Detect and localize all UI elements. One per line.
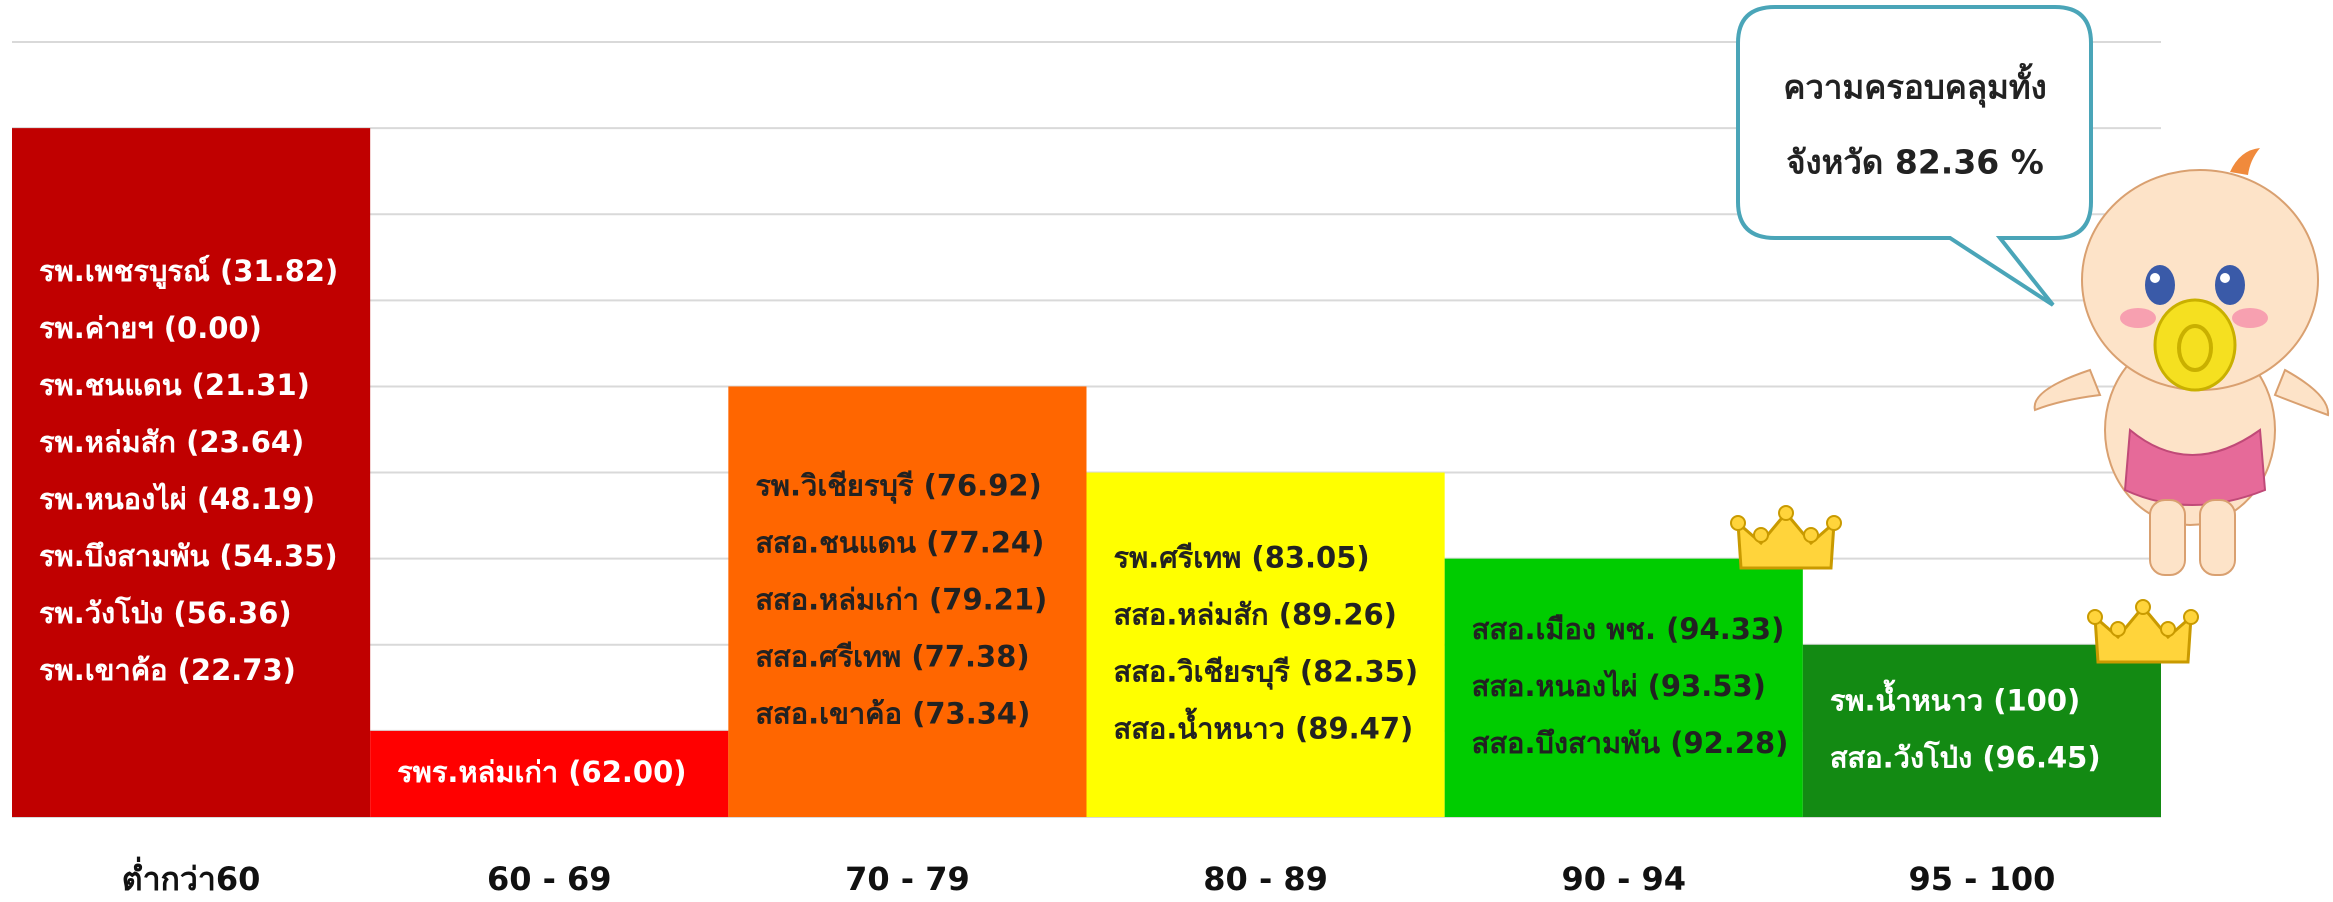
x-tick-label: 90 - 94 (1561, 860, 1686, 898)
bar-label: รพ.เขาค้อ (22.73) (39, 653, 296, 687)
bar-label: สสอ.หล่มเก่า (79.21) (755, 583, 1047, 617)
bar-label: สสอ.ชนแดน (77.24) (755, 526, 1044, 560)
crown-icon (1731, 506, 1841, 568)
x-tick-label: 80 - 89 (1203, 860, 1328, 898)
crown-jewel (1827, 516, 1841, 530)
crown-jewel (1804, 528, 1818, 542)
bar (12, 128, 370, 817)
bar-label: สสอ.น้ำหนาว (89.47) (1114, 706, 1414, 745)
bar-label: สสอ.หนองไผ่ (93.53) (1472, 669, 1766, 703)
crown-jewel (2111, 622, 2125, 636)
crown-jewel (2088, 610, 2102, 624)
bar-label: รพ.วิเชียรบุรี (76.92) (755, 469, 1041, 504)
crown-jewel (2136, 600, 2150, 614)
crown-jewel (1754, 528, 1768, 542)
crown-jewel (2184, 610, 2198, 624)
bar-label: รพ.หล่มสัก (23.64) (39, 425, 304, 459)
bar-label: สสอ.ศรีเทพ (77.38) (755, 640, 1029, 674)
crown-jewel (1731, 516, 1745, 530)
bar-label: สสอ.เมือง พช. (94.33) (1472, 612, 1785, 646)
bar (1087, 473, 1445, 817)
bar-label: รพ.ศรีเทพ (83.05) (1114, 540, 1370, 574)
bar-label: รพ.เพชรบูรณ์ (31.82) (39, 254, 338, 289)
callout: ความครอบคลุมทั้ง จังหวัด 82.36 % (1738, 7, 2091, 305)
bar-label: รพร.หล่มเก่า (62.00) (397, 755, 686, 789)
crown-jewel (2161, 622, 2175, 636)
chart: รพ.เพชรบูรณ์ (31.82) รพ.ค่ายฯ (0.00) รพ.ชน… (0, 0, 2333, 902)
bar-label: สสอ.วังโป่ง (96.45) (1830, 739, 2101, 774)
crown-jewel (1779, 506, 1793, 520)
bar-label: สสอ.เขาค้อ (73.34) (755, 697, 1030, 731)
bar-label: รพ.บึงสามพัน (54.35) (39, 539, 338, 573)
bar-label: สสอ.วิเชียรบุรี (82.35) (1114, 654, 1419, 689)
crown-icon (2088, 600, 2198, 662)
bar-label: รพ.ค่ายฯ (0.00) (39, 311, 262, 345)
bar-label: สสอ.หล่มสัก (89.26) (1114, 597, 1397, 631)
x-tick-label: 70 - 79 (845, 860, 970, 898)
crown-shape (2095, 607, 2191, 662)
x-tick-label: ต่ำกว่า60 (122, 856, 261, 898)
bar-label: รพ.หนองไผ่ (48.19) (39, 482, 315, 516)
crown-shape (1738, 513, 1834, 568)
bar-label: รพ.วังโป่ง (56.36) (39, 595, 292, 630)
bar-label: รพ.น้ำหนาว (100) (1830, 678, 2080, 717)
x-tick-label: 95 - 100 (1908, 860, 2055, 898)
x-tick-label: 60 - 69 (487, 860, 612, 898)
callout-text: จังหวัด 82.36 % (1786, 143, 2044, 182)
bar-label: สสอ.บึงสามพัน (92.28) (1472, 726, 1789, 760)
bar (1803, 645, 2161, 817)
callout-text: ความครอบคลุมทั้ง (1783, 63, 2046, 109)
bar-label: รพ.ชนแดน (21.31) (39, 368, 310, 402)
